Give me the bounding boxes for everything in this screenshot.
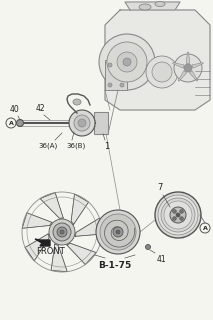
Circle shape [108,83,112,87]
Ellipse shape [139,4,151,10]
Text: 40: 40 [9,105,19,114]
Circle shape [174,54,202,82]
Polygon shape [51,244,67,272]
Circle shape [49,219,75,245]
Circle shape [57,227,67,237]
Circle shape [113,227,123,237]
Circle shape [74,115,90,131]
Polygon shape [25,234,49,261]
Polygon shape [189,71,198,81]
Circle shape [120,63,124,67]
Circle shape [164,201,192,229]
Circle shape [180,210,183,213]
Text: 7: 7 [157,183,163,192]
Polygon shape [22,213,52,228]
Circle shape [145,244,151,250]
Polygon shape [71,194,89,224]
Text: 36(A): 36(A) [38,142,58,148]
Text: A: A [203,226,207,230]
Circle shape [176,213,180,217]
Polygon shape [192,63,203,68]
Circle shape [116,230,120,234]
Circle shape [180,217,183,220]
Circle shape [60,230,64,234]
Circle shape [53,223,71,241]
Circle shape [152,62,172,82]
Bar [94,112,108,134]
Circle shape [108,63,112,67]
Circle shape [96,210,140,254]
Ellipse shape [73,99,81,105]
Bar [105,60,127,90]
Text: B-1-75: B-1-75 [98,261,132,270]
Polygon shape [186,52,190,63]
Circle shape [100,214,136,250]
Polygon shape [35,239,50,246]
Circle shape [16,119,23,126]
Text: 36(B): 36(B) [66,142,86,148]
Circle shape [146,56,178,88]
Text: 42: 42 [35,104,45,113]
Circle shape [69,110,95,136]
Ellipse shape [179,192,187,238]
Text: 41: 41 [157,255,167,264]
Polygon shape [173,63,184,68]
Circle shape [170,207,186,223]
Circle shape [117,52,137,72]
Circle shape [123,58,131,66]
Circle shape [78,119,86,127]
Circle shape [184,64,192,72]
Polygon shape [67,243,96,265]
Polygon shape [40,193,63,218]
Circle shape [158,195,198,235]
Text: FRONT: FRONT [36,247,65,256]
Circle shape [173,210,176,213]
Ellipse shape [155,2,165,6]
Circle shape [173,217,176,220]
Text: A: A [9,121,13,125]
Polygon shape [125,2,180,10]
Polygon shape [178,71,187,81]
Text: 1: 1 [104,142,110,151]
Polygon shape [105,10,210,110]
Circle shape [99,34,155,90]
Circle shape [161,198,195,232]
Polygon shape [75,218,102,236]
Circle shape [107,42,147,82]
Circle shape [120,83,124,87]
Circle shape [155,192,201,238]
